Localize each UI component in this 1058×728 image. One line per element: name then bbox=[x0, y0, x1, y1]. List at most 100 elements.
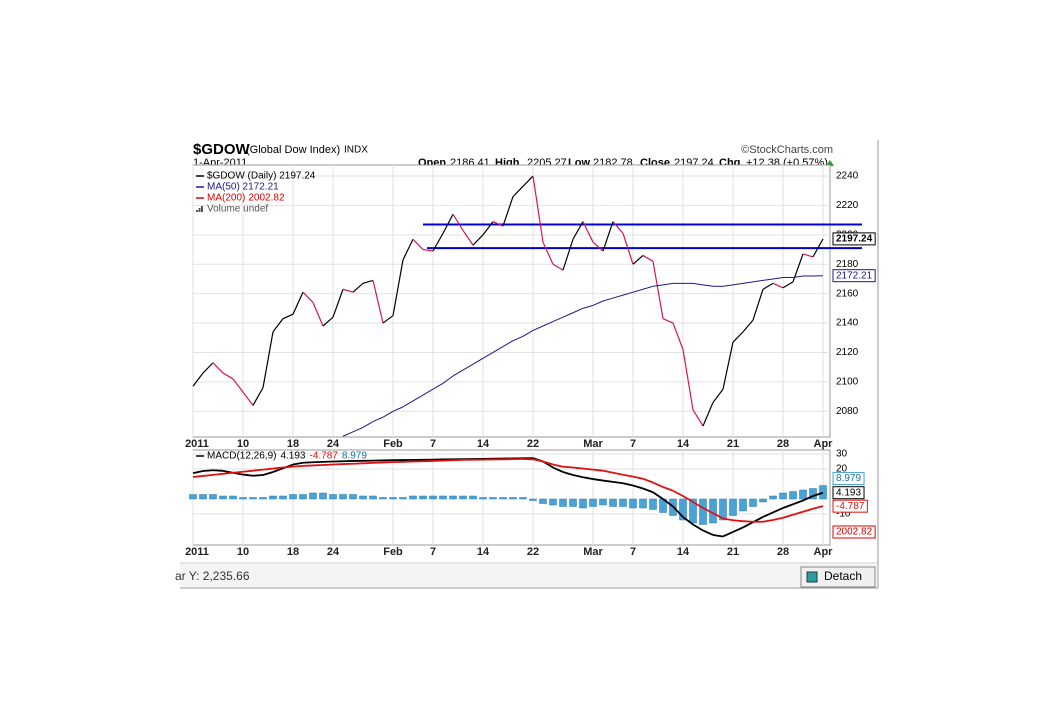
x-tick-label: Feb bbox=[383, 438, 403, 450]
line-segment bbox=[382, 315, 394, 324]
line-segment bbox=[782, 281, 794, 289]
line-segment bbox=[612, 221, 624, 234]
legend-label: MA(200) bbox=[207, 193, 245, 204]
line-segment bbox=[772, 516, 784, 521]
histogram-bar bbox=[439, 495, 447, 500]
histogram-bar bbox=[759, 498, 767, 503]
histogram-bar bbox=[609, 498, 617, 507]
histogram-bar bbox=[569, 498, 577, 507]
histogram-bar bbox=[639, 498, 647, 509]
line-segment bbox=[292, 461, 304, 466]
button-frame[interactable] bbox=[800, 566, 876, 588]
line-segment bbox=[602, 479, 614, 483]
legend-label: Volume undef bbox=[207, 204, 268, 215]
line-segment bbox=[342, 431, 354, 437]
line-segment bbox=[512, 335, 524, 342]
histogram-bar bbox=[479, 497, 487, 500]
line-segment bbox=[752, 279, 764, 283]
line-segment bbox=[532, 458, 544, 463]
line-segment bbox=[362, 421, 374, 428]
line-segment bbox=[652, 284, 664, 287]
line-segment bbox=[782, 513, 794, 519]
histogram-bar bbox=[779, 492, 787, 500]
line-segment bbox=[612, 481, 624, 485]
line-segment bbox=[552, 463, 564, 468]
line-segment bbox=[682, 349, 694, 410]
x-tick-label: 7 bbox=[430, 438, 436, 450]
histogram-bar bbox=[739, 498, 747, 512]
x-tick-label: Apr bbox=[814, 546, 834, 558]
line-segment bbox=[362, 279, 374, 284]
line-segment bbox=[582, 476, 594, 480]
line-segment bbox=[252, 387, 264, 406]
button-icon[interactable] bbox=[806, 571, 818, 583]
line-segment bbox=[642, 254, 654, 262]
line-segment bbox=[272, 318, 284, 333]
line-segment bbox=[572, 307, 584, 314]
line-segment bbox=[412, 394, 424, 402]
button-label[interactable]: Detach bbox=[824, 569, 862, 583]
x-tick-label: 2011 bbox=[185, 438, 209, 450]
line-segment bbox=[622, 482, 634, 487]
y-tick-label: 2160 bbox=[836, 288, 859, 299]
x-tick-label: 18 bbox=[287, 438, 299, 450]
line-segment bbox=[692, 501, 704, 509]
line-segment bbox=[492, 221, 504, 227]
line-segment bbox=[432, 233, 444, 252]
histogram-bar bbox=[209, 494, 217, 500]
x-tick-label: 7 bbox=[630, 546, 636, 558]
exchange: INDX bbox=[344, 145, 368, 156]
line-segment bbox=[642, 285, 654, 290]
histogram-bar bbox=[279, 495, 287, 500]
line-segment bbox=[422, 388, 434, 396]
index-name: (Global Dow Index) bbox=[246, 144, 340, 156]
line-segment bbox=[732, 526, 744, 533]
line-segment bbox=[642, 477, 654, 484]
line-segment bbox=[342, 288, 354, 293]
legend-label: $GDOW (Daily) 2197.24 bbox=[207, 171, 316, 182]
line-segment bbox=[212, 362, 224, 374]
line-segment bbox=[672, 489, 684, 497]
y-tick-label: 2240 bbox=[836, 171, 859, 182]
x-tick-label: 24 bbox=[327, 546, 340, 558]
line-segment bbox=[322, 316, 334, 327]
line-segment bbox=[212, 472, 224, 476]
line-segment bbox=[792, 510, 804, 516]
histogram-bar bbox=[819, 485, 827, 500]
histogram-bar bbox=[689, 498, 697, 524]
end-value-box bbox=[832, 486, 865, 500]
line-segment bbox=[572, 221, 584, 240]
line-segment bbox=[602, 297, 614, 302]
x-tick-label: Mar bbox=[583, 546, 603, 558]
histogram-bar bbox=[319, 492, 327, 500]
line-segment bbox=[462, 230, 474, 246]
histogram-bar bbox=[249, 497, 257, 500]
line-segment bbox=[732, 282, 744, 286]
histogram-bar bbox=[429, 495, 437, 500]
y-tick-label: 2120 bbox=[836, 347, 859, 358]
histogram-bar bbox=[559, 498, 567, 507]
line-segment bbox=[532, 175, 544, 243]
line-segment bbox=[452, 213, 464, 231]
line-segment bbox=[562, 465, 574, 469]
y-tick-label: 2100 bbox=[836, 377, 859, 388]
status-bar bbox=[180, 564, 877, 587]
line-segment bbox=[632, 254, 644, 265]
line-segment bbox=[532, 325, 544, 331]
line-segment bbox=[502, 340, 514, 348]
x-tick-label: 7 bbox=[430, 546, 436, 558]
line-segment bbox=[692, 282, 704, 286]
detach-button[interactable]: Detach bbox=[800, 566, 876, 588]
line-segment bbox=[542, 460, 554, 466]
line-segment bbox=[192, 475, 204, 478]
end-value-label: 2197.24 bbox=[836, 234, 873, 245]
line-segment bbox=[402, 400, 414, 408]
histogram-bar bbox=[769, 495, 777, 500]
x-tick-label: 10 bbox=[237, 546, 249, 558]
histogram-bar bbox=[699, 498, 707, 525]
line-segment bbox=[242, 469, 254, 473]
x-tick-label: Apr bbox=[814, 438, 834, 450]
line-segment bbox=[332, 289, 344, 318]
line-segment bbox=[792, 275, 804, 278]
histogram-bar bbox=[619, 498, 627, 507]
